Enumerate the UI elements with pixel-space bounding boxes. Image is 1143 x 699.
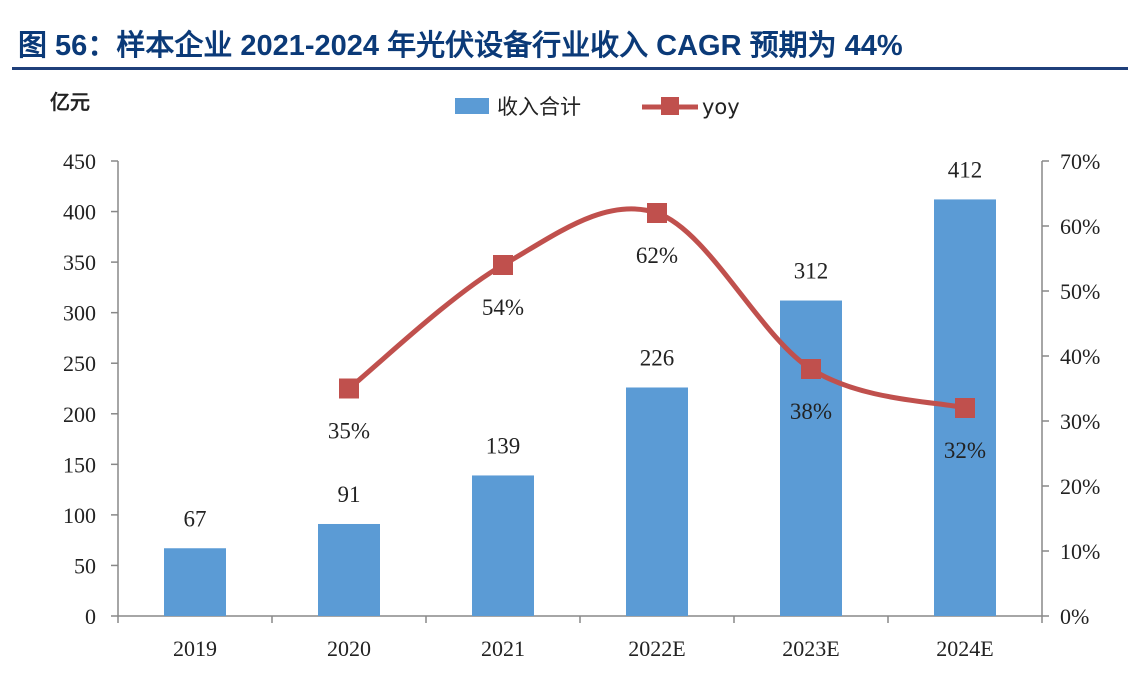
yoy-line-path [346, 206, 968, 411]
figure-title: 图 56：样本企业 2021-2024 年光伏设备行业收入 CAGR 预期为 4… [18, 30, 903, 62]
y-unit-label: 亿元 [50, 90, 90, 114]
yoy-label: 62% [636, 243, 678, 268]
y-tick-label-left: 450 [63, 149, 96, 174]
yoy-label: 54% [482, 295, 524, 320]
axes: 0 50 100 150 200 250 300 350 400 450 0% 10% 20% 30% 40… [63, 149, 1100, 661]
y-tick-label-right: 50% [1060, 279, 1100, 304]
y-tick-label-right: 70% [1060, 149, 1100, 174]
legend-marker-yoy [661, 97, 679, 115]
y-tick-label-right: 40% [1060, 344, 1100, 369]
bar-label: 312 [794, 259, 829, 284]
x-tick-label: 2020 [327, 636, 371, 661]
y-tick-label-right: 30% [1060, 409, 1100, 434]
y-tick-label-left: 400 [63, 200, 96, 225]
yoy-marker [955, 398, 975, 418]
y-tick-label-right: 0% [1060, 604, 1089, 629]
x-tick-label: 2021 [481, 636, 525, 661]
y-tick-label-right: 60% [1060, 214, 1100, 239]
yoy-marker [647, 203, 667, 223]
bar [626, 387, 688, 616]
bar-label: 412 [948, 157, 983, 182]
x-tick-label: 2019 [173, 636, 217, 661]
title-rule [12, 67, 1128, 70]
y-tick-label-left: 150 [63, 452, 96, 477]
legend-swatch-revenue [455, 98, 489, 114]
yoy-label: 38% [790, 399, 832, 424]
y-tick-label-left: 0 [85, 604, 96, 629]
bar [318, 523, 380, 616]
bar-label: 226 [640, 345, 675, 370]
bar-label: 67 [184, 506, 207, 531]
bars [164, 199, 996, 616]
bar [164, 548, 226, 616]
yoy-label: 35% [328, 419, 370, 444]
data-labels: 67 91 139 226 312 412 35% 54% 62% 38% 32% [184, 157, 987, 531]
bar [472, 475, 534, 616]
yoy-marker [801, 359, 821, 379]
yoy-marker [493, 255, 513, 275]
y-tick-label-left: 100 [63, 503, 96, 528]
bar-label: 139 [486, 433, 521, 458]
x-tick-label: 2022E [628, 636, 685, 661]
yoy-line [339, 203, 975, 418]
legend-label-yoy: yoy [702, 95, 740, 119]
x-tick-label: 2024E [936, 636, 993, 661]
y-tick-label-right: 20% [1060, 474, 1100, 499]
y-tick-label-left: 350 [63, 250, 96, 275]
legend-label-revenue: 收入合计 [497, 95, 581, 119]
y-tick-label-left: 200 [63, 402, 96, 427]
y-tick-label-right: 10% [1060, 539, 1100, 564]
y-tick-label-left: 300 [63, 301, 96, 326]
yoy-label: 32% [944, 438, 986, 463]
legend: 收入合计 yoy [455, 95, 740, 119]
x-tick-label: 2023E [782, 636, 839, 661]
y-tick-label-left: 250 [63, 351, 96, 376]
bar-label: 91 [338, 482, 361, 507]
y-tick-label-left: 50 [74, 553, 96, 578]
yoy-marker [339, 378, 359, 399]
